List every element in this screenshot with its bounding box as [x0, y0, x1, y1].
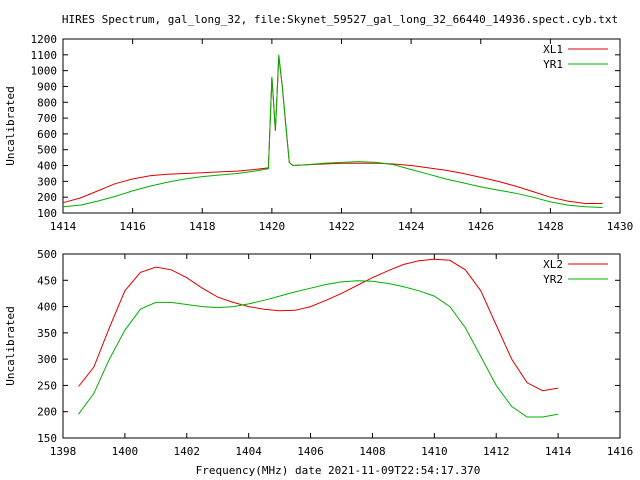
x-tick-label: 1404: [235, 445, 262, 458]
y-tick-label: 600: [37, 128, 57, 141]
legend-label: YR1: [543, 58, 563, 71]
y-tick-label: 400: [37, 160, 57, 173]
x-tick-label: 1408: [359, 445, 386, 458]
x-axis-label: Frequency(MHz) date 2021-11-09T22:54:17.…: [196, 464, 481, 477]
legend-label: YR2: [543, 273, 563, 286]
top-panel: 1414 1416 1418 1420 1422 1424 1426 1428 1430 100 2…: [4, 33, 633, 233]
series-line-yr2: [78, 280, 559, 418]
x-tick-label: 1416: [119, 220, 146, 233]
x-tick-label: 1402: [174, 445, 201, 458]
x-tick-label: 1398: [50, 445, 77, 458]
x-tick-label: 1410: [421, 445, 448, 458]
y-tick-label: 900: [37, 80, 57, 93]
x-tick-label: 1420: [259, 220, 286, 233]
y-tick-label: 350: [37, 327, 57, 340]
x-tick-label: 1414: [50, 220, 77, 233]
y-tick-label: 1100: [31, 49, 58, 62]
y-tick-label: 250: [37, 379, 57, 392]
x-tick-label: 1414: [545, 445, 572, 458]
x-tick-label: 1422: [328, 220, 355, 233]
y-tick-label: 150: [37, 432, 57, 445]
legend-label: XL2: [543, 258, 563, 271]
series-line-yr1: [62, 54, 603, 208]
x-tick-label: 1428: [537, 220, 564, 233]
x-tick-label: 1400: [112, 445, 139, 458]
y-tick-label: 700: [37, 112, 57, 125]
y-axis-label: Uncalibrated: [4, 86, 17, 165]
y-tick-label: 500: [37, 248, 57, 261]
y-tick-label: 1200: [31, 33, 58, 46]
y-tick-label: 300: [37, 175, 57, 188]
x-tick-label: 1416: [607, 445, 634, 458]
bottom-panel: 1398 1400 1402 1404 1406 1408 1410 1412 1414 1416…: [4, 248, 633, 458]
x-tick-label: 1406: [297, 445, 324, 458]
x-tick-label: 1412: [483, 445, 510, 458]
y-tick-label: 200: [37, 406, 57, 419]
x-tick-label: 1418: [189, 220, 216, 233]
x-tick-label: 1426: [468, 220, 495, 233]
y-tick-label: 500: [37, 144, 57, 157]
y-axis-label: Uncalibrated: [4, 306, 17, 385]
series-line-xl1: [62, 56, 603, 204]
y-tick-label: 450: [37, 274, 57, 287]
y-tick-label: 300: [37, 353, 57, 366]
series-line-xl2: [78, 258, 559, 392]
figure-title: HIRES Spectrum, gal_long_32, file:Skynet…: [62, 13, 618, 26]
plot-frame: [62, 253, 621, 439]
x-tick-label: 1424: [398, 220, 425, 233]
y-tick-label: 100: [37, 207, 57, 220]
y-tick-label: 800: [37, 96, 57, 109]
legend-label: XL1: [543, 43, 563, 56]
y-tick-label: 400: [37, 301, 57, 314]
y-tick-label: 1000: [31, 65, 58, 78]
y-tick-label: 200: [37, 191, 57, 204]
x-tick-label: 1430: [607, 220, 634, 233]
